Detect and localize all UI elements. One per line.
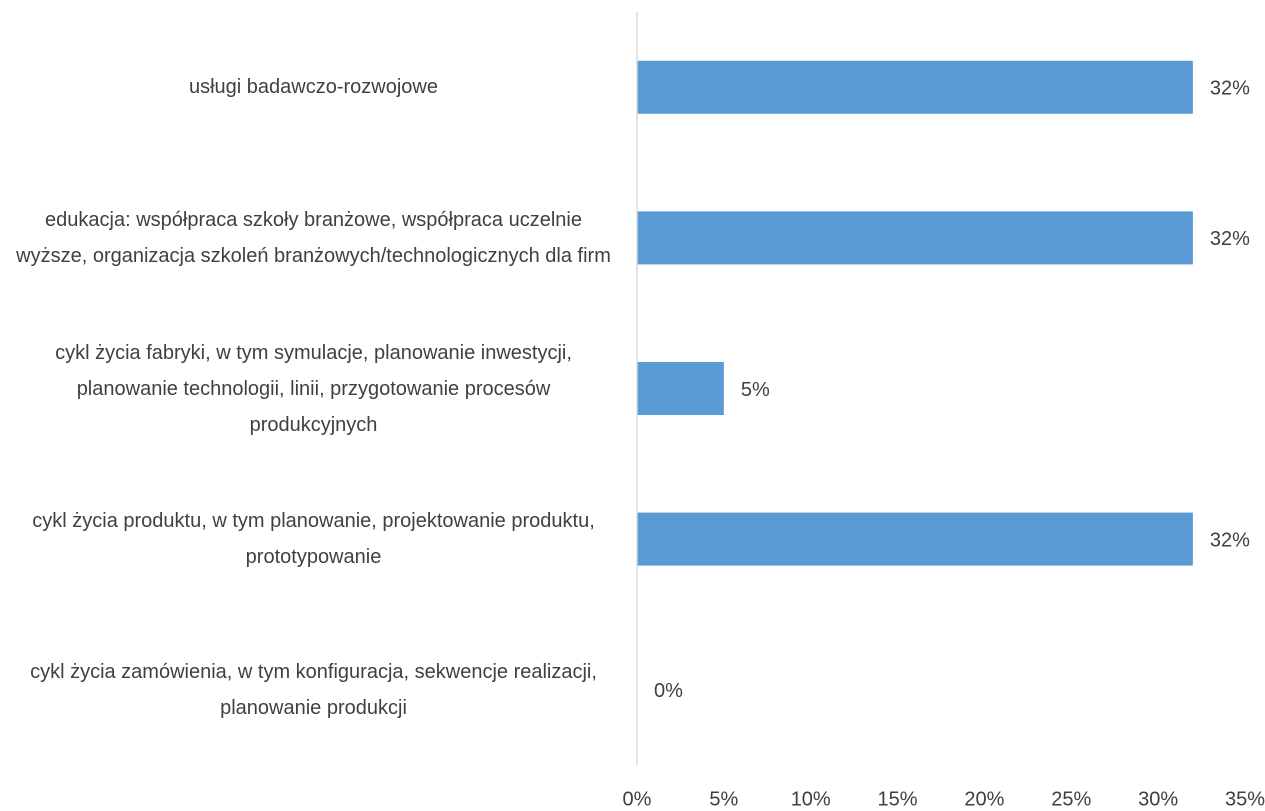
y-tick-label: usługi badawczo-rozwojowe (188, 76, 438, 99)
y-tick-label: cykl życia fabryki, w tym symulacje, pla… (55, 341, 572, 436)
x-tick-label: 0% (623, 788, 652, 810)
x-tick-label: 35% (1225, 788, 1265, 810)
y-tick-label: edukacja: współpraca szkoły branżowe, ws… (16, 208, 611, 267)
x-tick-label: 20% (964, 788, 1004, 810)
value-label: 0% (654, 680, 683, 702)
y-tick-label: cykl życia zamówienia, w tym konfiguracj… (30, 660, 597, 719)
x-tick-label: 5% (709, 788, 738, 810)
x-tick-label: 15% (878, 788, 918, 810)
value-label: 32% (1210, 529, 1250, 551)
bar (637, 211, 1193, 265)
value-label: 5% (741, 379, 770, 401)
bar (637, 362, 724, 415)
bar (637, 512, 1193, 566)
y-tick-label: cykl życia produktu, w tym planowanie, p… (32, 510, 595, 569)
bar (637, 60, 1193, 114)
value-label: 32% (1210, 228, 1250, 250)
x-tick-label: 10% (791, 788, 831, 810)
value-label: 32% (1210, 78, 1250, 100)
x-tick-label: 25% (1051, 788, 1091, 810)
x-tick-label: 30% (1138, 788, 1178, 810)
